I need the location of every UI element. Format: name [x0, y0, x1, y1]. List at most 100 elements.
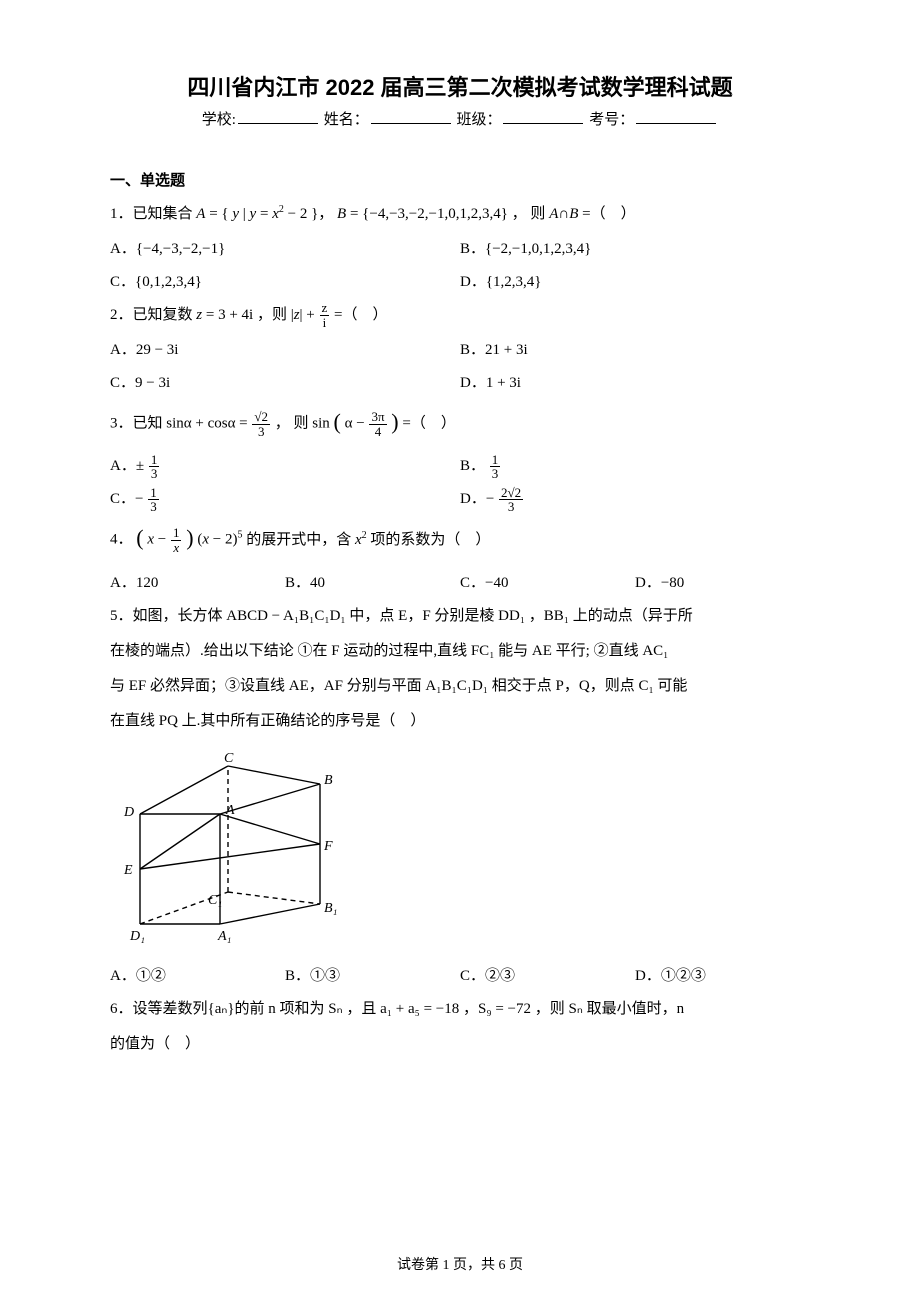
q2-frac-den: i [320, 316, 330, 330]
q4-lhs-pre: x − [147, 532, 170, 548]
q2-post: =（ ） [334, 307, 387, 323]
q4-opt-B[interactable]: B．40 [285, 567, 460, 600]
lbl-A1: A₁ [217, 929, 231, 944]
q3B-num: 1 [490, 453, 501, 468]
student-info-line: 学校: 姓名： 班级： 考号： [110, 108, 810, 129]
q3-frac1-num: √2 [252, 410, 270, 425]
q5-options: A．①② B．①③ C．②③ D．①②③ [110, 960, 810, 993]
q4-tail: 的展开式中，含 x2 项的系数为（ ） [246, 532, 490, 548]
question-6-line2: 的值为（ ） [110, 1028, 810, 1061]
lbl-D1: D₁ [129, 929, 145, 944]
q1-pre: 1．已知集合 [110, 206, 196, 222]
question-6-line1: 6．设等差数列{aₙ}的前 n 项和为 Sₙ ，且 a₁ + a₅ = −18 … [110, 993, 810, 1026]
lparen-icon: ( [334, 398, 341, 446]
q3-opt-B[interactable]: B． 13 [460, 450, 810, 483]
q4-options: A．120 B．40 C．−40 D．−80 [110, 567, 810, 600]
lbl-F: F [323, 839, 333, 854]
q3-post: =（ ） [402, 416, 455, 432]
q3D-den: 3 [499, 500, 523, 514]
rparen-icon: ) [391, 398, 398, 446]
q2-frac: z i [320, 301, 330, 329]
page-title: 四川省内江市 2022 届高三第二次模拟考试数学理科试题 [110, 70, 810, 102]
cuboid-diagram: C B D A E F C₁ B₁ D₁ A₁ [110, 744, 340, 954]
question-5-line2: 在棱的端点）.给出以下结论 ①在 F 运动的过程中,直线 FC₁ 能与 AE 平… [110, 635, 810, 668]
q4-opt-A[interactable]: A．120 [110, 567, 285, 600]
q3-frac1-den: 3 [252, 425, 270, 439]
q3-frac2: 3π 4 [369, 410, 386, 438]
q2-opt-A[interactable]: A．29 − 3i [110, 334, 460, 367]
q2-pre: 2．已知复数 z = 3 + 4i ，则 |z| + [110, 307, 319, 323]
label-class: 班级： [456, 112, 501, 128]
q3A-pre: A．± [110, 458, 144, 474]
lbl-B1: B₁ [324, 901, 337, 916]
q1-opt-A[interactable]: A．{−4,−3,−2,−1} [110, 233, 460, 266]
q2-options: A．29 − 3i B．21 + 3i C．9 − 3i D．1 + 3i [110, 334, 810, 400]
q1-opt-D[interactable]: D．{1,2,3,4} [460, 266, 810, 299]
blank-name[interactable] [371, 108, 451, 124]
q5-opt-A[interactable]: A．①② [110, 960, 285, 993]
label-name: 姓名： [324, 112, 369, 128]
q3C-num: 1 [148, 486, 159, 501]
q3A-num: 1 [149, 453, 160, 468]
question-5-line4: 在直线 PQ 上.其中所有正确结论的序号是（ ） [110, 705, 810, 738]
q3-opt-D[interactable]: D．− 2√23 [460, 483, 810, 516]
page-footer: 试卷第 1 页，共 6 页 [0, 1254, 920, 1274]
lbl-B: B [324, 773, 333, 788]
question-1: 1．已知集合 A = { y | y = x2 − 2 }， B = {−4,−… [110, 198, 810, 231]
lparen-icon: ( [136, 514, 143, 562]
q3A-den: 3 [149, 467, 160, 481]
lbl-D: D [123, 805, 134, 820]
q2-opt-B[interactable]: B．21 + 3i [460, 334, 810, 367]
rparen-icon: ) [186, 514, 193, 562]
q3C-pre: C．− [110, 491, 143, 507]
lbl-C1: C₁ [208, 893, 222, 908]
lbl-A: A [225, 803, 235, 818]
q5-opt-D[interactable]: D．①②③ [635, 960, 810, 993]
lbl-C: C [224, 751, 234, 766]
q4-frac: 1 x [171, 526, 182, 554]
label-school: 学校: [202, 112, 236, 128]
q3-opt-C[interactable]: C．− 13 [110, 483, 460, 516]
q3-opt-A[interactable]: A．± 13 [110, 450, 460, 483]
question-4: 4． ( x − 1 x ) (x − 2)5 的展开式中，含 x2 项的系数为… [110, 516, 810, 564]
q2-opt-C[interactable]: C．9 − 3i [110, 367, 460, 400]
q4-opt-D[interactable]: D．−80 [635, 567, 810, 600]
label-id: 考号： [589, 112, 634, 128]
q1-setA: A [196, 206, 205, 222]
q4-opt-C[interactable]: C．−40 [460, 567, 635, 600]
q1-opt-B[interactable]: B．{−2,−1,0,1,2,3,4} [460, 233, 810, 266]
q3D-num: 2√2 [499, 486, 523, 501]
blank-id[interactable] [636, 108, 716, 124]
q3C-den: 3 [148, 500, 159, 514]
q3-pre: 3．已知 sinα + cosα = [110, 416, 251, 432]
q3-frac2-den: 4 [369, 425, 386, 439]
q3-inner-pre: α − [345, 416, 369, 432]
q1-options: A．{−4,−3,−2,−1} B．{−2,−1,0,1,2,3,4} C．{0… [110, 233, 810, 299]
blank-school[interactable] [238, 108, 318, 124]
q4-pre: 4． [110, 532, 133, 548]
q5-opt-C[interactable]: C．②③ [460, 960, 635, 993]
question-5-line1: 5．如图，长方体 ABCD − A₁B₁C₁D₁ 中，点 E，F 分别是棱 DD… [110, 600, 810, 633]
q3-frac2-num: 3π [369, 410, 386, 425]
q2-frac-num: z [320, 301, 330, 316]
q3-options: A．± 13 B． 13 C．− 13 D．− 2√23 [110, 450, 810, 516]
section-1-heading: 一、单选题 [110, 169, 810, 190]
q4-rhs: (x − 2) [197, 532, 237, 548]
q3-frac1: √2 3 [252, 410, 270, 438]
q1-opt-C[interactable]: C．{0,1,2,3,4} [110, 266, 460, 299]
q4-exp: 5 [237, 530, 242, 541]
lbl-E: E [123, 863, 133, 878]
q1-post: ， 则 A∩B =（ ） [512, 206, 636, 222]
q3-mid: ， 则 sin [275, 416, 330, 432]
q3D-pre: D．− [460, 491, 494, 507]
question-2: 2．已知复数 z = 3 + 4i ，则 |z| + z i =（ ） [110, 299, 810, 332]
blank-class[interactable] [503, 108, 583, 124]
q2-opt-D[interactable]: D．1 + 3i [460, 367, 810, 400]
q4-frac-num: 1 [171, 526, 182, 541]
question-3: 3．已知 sinα + cosα = √2 3 ， 则 sin ( α − 3π… [110, 400, 810, 448]
q1-comma: ， [318, 206, 333, 222]
question-5-line3: 与 EF 必然异面；③设直线 AE，AF 分别与平面 A₁B₁C₁D₁ 相交于点… [110, 670, 810, 703]
exam-page: 四川省内江市 2022 届高三第二次模拟考试数学理科试题 学校: 姓名： 班级：… [0, 0, 920, 1302]
q4-frac-den: x [171, 541, 182, 555]
q5-opt-B[interactable]: B．①③ [285, 960, 460, 993]
